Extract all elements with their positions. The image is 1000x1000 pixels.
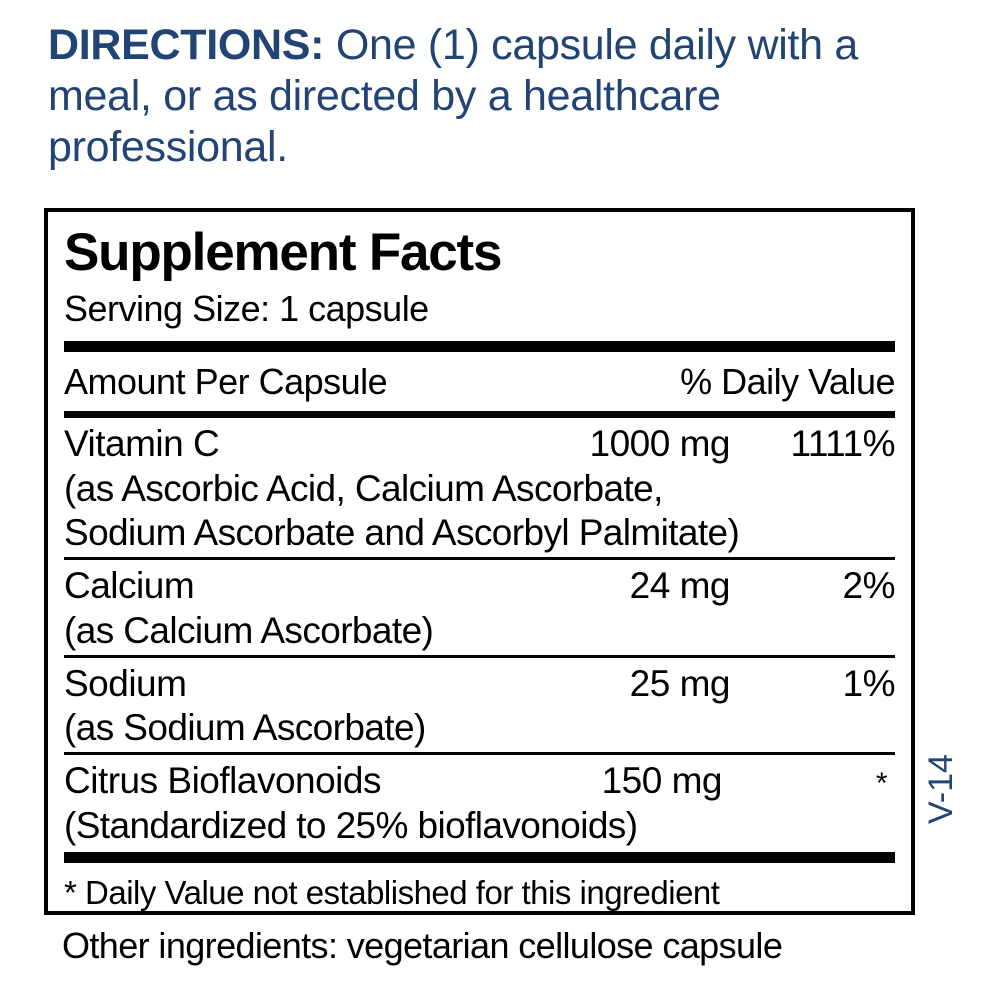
nutrient-daily-value: 1% — [842, 662, 896, 704]
divider-thick-bottom — [64, 851, 895, 863]
column-header-row: Amount Per Capsule % Daily Value — [64, 352, 895, 403]
table-row: Sodium 25 mg 1% (as Sodium Ascorbate) — [64, 658, 896, 749]
nutrient-name: Vitamin C — [64, 423, 220, 464]
directions-block: DIRECTIONS: One (1) capsule daily with a… — [48, 20, 928, 173]
other-ingredients: Other ingredients: vegetarian cellulose … — [62, 925, 783, 966]
table-row: Calcium 24 mg 2% (as Calcium Ascorbate) — [64, 560, 896, 651]
nutrient-source-line-1: (Standardized to 25% bioflavonoids) — [64, 804, 638, 846]
daily-value-footnote: * Daily Value not established for this i… — [64, 873, 720, 911]
directions-text: One (1) capsule daily with a meal, or as… — [48, 21, 859, 171]
divider-row-3 — [64, 752, 895, 756]
daily-value-label: % Daily Value — [680, 361, 895, 402]
nutrient-amount: 24 mg — [629, 565, 731, 607]
supplement-facts-title: Supplement Facts — [64, 223, 502, 282]
nutrient-daily-value: 2% — [842, 565, 896, 607]
amount-per-capsule-label: Amount Per Capsule — [64, 361, 388, 402]
nutrient-source-line-1: (as Calcium Ascorbate) — [64, 609, 434, 651]
directions-label: DIRECTIONS: — [48, 21, 325, 69]
supplement-facts-panel: Supplement Facts Serving Size: 1 capsule… — [44, 208, 915, 915]
nutrient-main-line: Calcium 24 mg 2% — [64, 565, 896, 607]
nutrient-amount: 25 mg — [629, 662, 731, 704]
divider-row-2 — [64, 654, 895, 658]
nutrient-amount: 1000 mg — [589, 423, 731, 464]
nutrient-source-line-2: Sodium Ascorbate and Ascorbyl Palmitate) — [64, 512, 740, 554]
nutrient-amount: 150 mg — [601, 760, 723, 802]
nutrient-main-line: Citrus Bioflavonoids 150 mg * — [64, 762, 895, 800]
supplement-facts-inner: Supplement Facts Serving Size: 1 capsule… — [48, 212, 911, 911]
nutrient-name: Citrus Bioflavonoids — [64, 760, 381, 802]
table-row: Citrus Bioflavonoids 150 mg * (Standardi… — [64, 755, 895, 844]
divider-row-1 — [64, 557, 895, 561]
nutrient-source-line-1: (as Sodium Ascorbate) — [64, 707, 426, 749]
divider-under-header — [64, 411, 895, 418]
nutrient-main-line: Vitamin C 1000 mg 1111% — [64, 423, 896, 464]
nutrient-source-line-1: (as Ascorbic Acid, Calcium Ascorbate, — [64, 467, 663, 509]
nutrient-name: Sodium — [64, 662, 187, 704]
nutrient-daily-value: 1111% — [790, 423, 896, 464]
nutrient-main-line: Sodium 25 mg 1% — [64, 662, 896, 704]
nutrient-daily-value: * — [875, 767, 888, 801]
nutrient-name: Calcium — [64, 565, 195, 607]
product-code: V-14 — [922, 754, 960, 824]
table-row: Vitamin C 1000 mg 1111% (as Ascorbic Aci… — [64, 418, 896, 554]
serving-size: Serving Size: 1 capsule — [64, 288, 429, 329]
divider-thick-top — [64, 341, 895, 352]
